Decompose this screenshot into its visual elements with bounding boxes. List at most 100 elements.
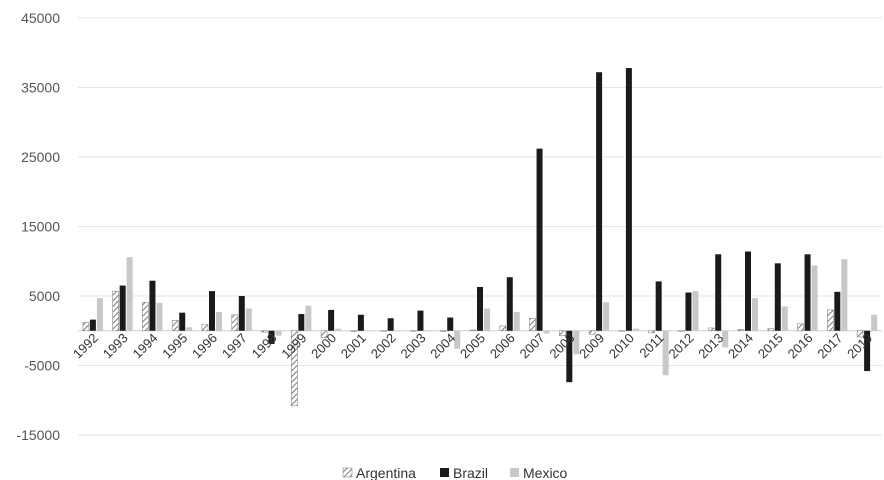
bar-brazil-2008 — [566, 330, 573, 383]
y-tick-label: -15000 — [16, 427, 60, 443]
bar-argentina-2004 — [439, 330, 447, 332]
y-tick-label: 5000 — [29, 288, 60, 304]
bar-brazil-2007 — [536, 148, 543, 331]
x-tick-label: 2000 — [308, 330, 339, 361]
bar-brazil-2001 — [357, 314, 364, 331]
bar-mexico-2015 — [781, 306, 788, 331]
bar-argentina-2002 — [380, 330, 387, 332]
x-tick-label: 2015 — [755, 330, 786, 361]
bar-mexico-1999 — [305, 305, 312, 331]
bar-brazil-1996 — [209, 291, 215, 331]
bar-mexico-2007 — [543, 330, 550, 334]
bar-brazil-1992 — [89, 319, 96, 331]
x-tick-label: 2003 — [398, 330, 429, 361]
bar-brazil-1993 — [119, 285, 126, 331]
y-axis-tick-labels: -15000 -5000 5000 15000 25000 35000 45000 — [16, 10, 60, 443]
bar-argentina-2013 — [707, 327, 715, 332]
x-tick-label: 2005 — [457, 330, 488, 361]
bar-argentina-2010 — [618, 330, 626, 332]
x-tick-label: 2011 — [636, 330, 666, 360]
x-tick-label: 1995 — [159, 330, 190, 361]
bar-brazil-2003 — [417, 310, 424, 331]
bar-argentina-2017 — [827, 309, 834, 332]
bar-brazil-2004 — [447, 317, 454, 331]
bar-argentina-2011 — [648, 330, 655, 334]
bars — [82, 68, 878, 407]
y-tick-label: 45000 — [21, 10, 60, 26]
bar-mexico-1993 — [126, 257, 133, 331]
legend-label-mexico: Mexico — [523, 465, 568, 480]
x-tick-label: 2007 — [517, 330, 548, 361]
x-tick-label: 2017 — [814, 330, 845, 361]
bar-brazil-1998 — [268, 330, 275, 344]
bar-argentina-2012 — [678, 330, 685, 332]
x-axis-tick-labels: 1992199319941995199619971998199920002001… — [70, 330, 875, 361]
bar-mexico-1995 — [186, 327, 193, 331]
legend-swatch-brazil — [440, 468, 449, 477]
bar-argentina-1992 — [82, 322, 90, 332]
bar-brazil-1995 — [179, 312, 186, 331]
bar-brazil-1994 — [149, 280, 156, 331]
legend: Argentina Brazil Mexico — [342, 465, 568, 480]
bar-brazil-2002 — [387, 318, 394, 331]
bar-brazil-2014 — [745, 251, 751, 331]
x-tick-label: 2019 — [844, 330, 875, 361]
x-tick-label: 2008 — [546, 330, 577, 361]
bar-mexico-2003 — [424, 330, 431, 332]
x-tick-label: 1992 — [70, 330, 101, 361]
bar-argentina-2000 — [320, 330, 328, 338]
bar-argentina-2001 — [350, 330, 358, 332]
x-tick-label: 2013 — [695, 330, 726, 361]
bar-mexico-2009 — [603, 302, 610, 331]
bar-mexico-1998 — [275, 330, 282, 336]
x-tick-label: 2012 — [666, 330, 697, 361]
bar-argentina-2003 — [410, 330, 417, 332]
y-tick-label: -5000 — [24, 358, 60, 374]
bar-mexico-1997 — [245, 308, 252, 331]
bar-argentina-1996 — [201, 324, 209, 332]
bar-mexico-2005 — [484, 308, 490, 331]
x-tick-label: 2006 — [487, 330, 518, 361]
bar-argentina-1999 — [291, 330, 298, 407]
bar-brazil-2006 — [506, 277, 513, 331]
bar-brazil-2012 — [685, 292, 692, 331]
bar-mexico-2013 — [722, 330, 729, 348]
x-tick-label: 2001 — [338, 330, 369, 361]
bar-mexico-2012 — [692, 291, 699, 331]
bar-brazil-2013 — [715, 254, 722, 331]
x-tick-label: 2002 — [368, 330, 399, 361]
bar-mexico-2011 — [662, 330, 669, 376]
x-tick-label: 2009 — [576, 330, 607, 361]
bar-brazil-2019 — [864, 330, 871, 372]
bar-argentina-2008 — [559, 330, 566, 336]
bar-argentina-1997 — [231, 314, 239, 332]
bar-brazil-2015 — [774, 263, 781, 331]
bar-argentina-2016 — [797, 323, 804, 332]
bar-argentina-2019 — [856, 330, 864, 338]
y-tick-label: 25000 — [21, 149, 60, 165]
x-tick-label: 2010 — [606, 330, 637, 361]
bar-brazil-1999 — [298, 314, 305, 331]
x-tick-label: 1997 — [219, 330, 250, 361]
legend-swatch-mexico — [510, 468, 519, 477]
legend-label-brazil: Brazil — [453, 465, 488, 480]
bar-argentina-1998 — [261, 330, 268, 333]
x-tick-label: 1996 — [189, 330, 220, 361]
x-tick-label: 1998 — [249, 330, 280, 361]
bar-mexico-1992 — [96, 298, 103, 331]
bar-mexico-2008 — [573, 330, 580, 355]
gridlines — [78, 17, 882, 436]
bar-argentina-2015 — [767, 328, 775, 332]
legend-label-argentina: Argentina — [356, 465, 416, 480]
bar-argentina-2007 — [529, 317, 536, 332]
bar-argentina-2014 — [737, 329, 745, 332]
bar-argentina-2006 — [499, 325, 507, 332]
legend-swatch-argentina — [342, 467, 353, 478]
bar-mexico-2004 — [454, 330, 461, 349]
bar-brazil-2010 — [625, 68, 632, 331]
x-tick-label: 2004 — [427, 330, 458, 361]
bar-brazil-2009 — [596, 72, 603, 331]
x-tick-label: 2014 — [725, 330, 756, 361]
bar-brazil-2017 — [834, 291, 841, 331]
